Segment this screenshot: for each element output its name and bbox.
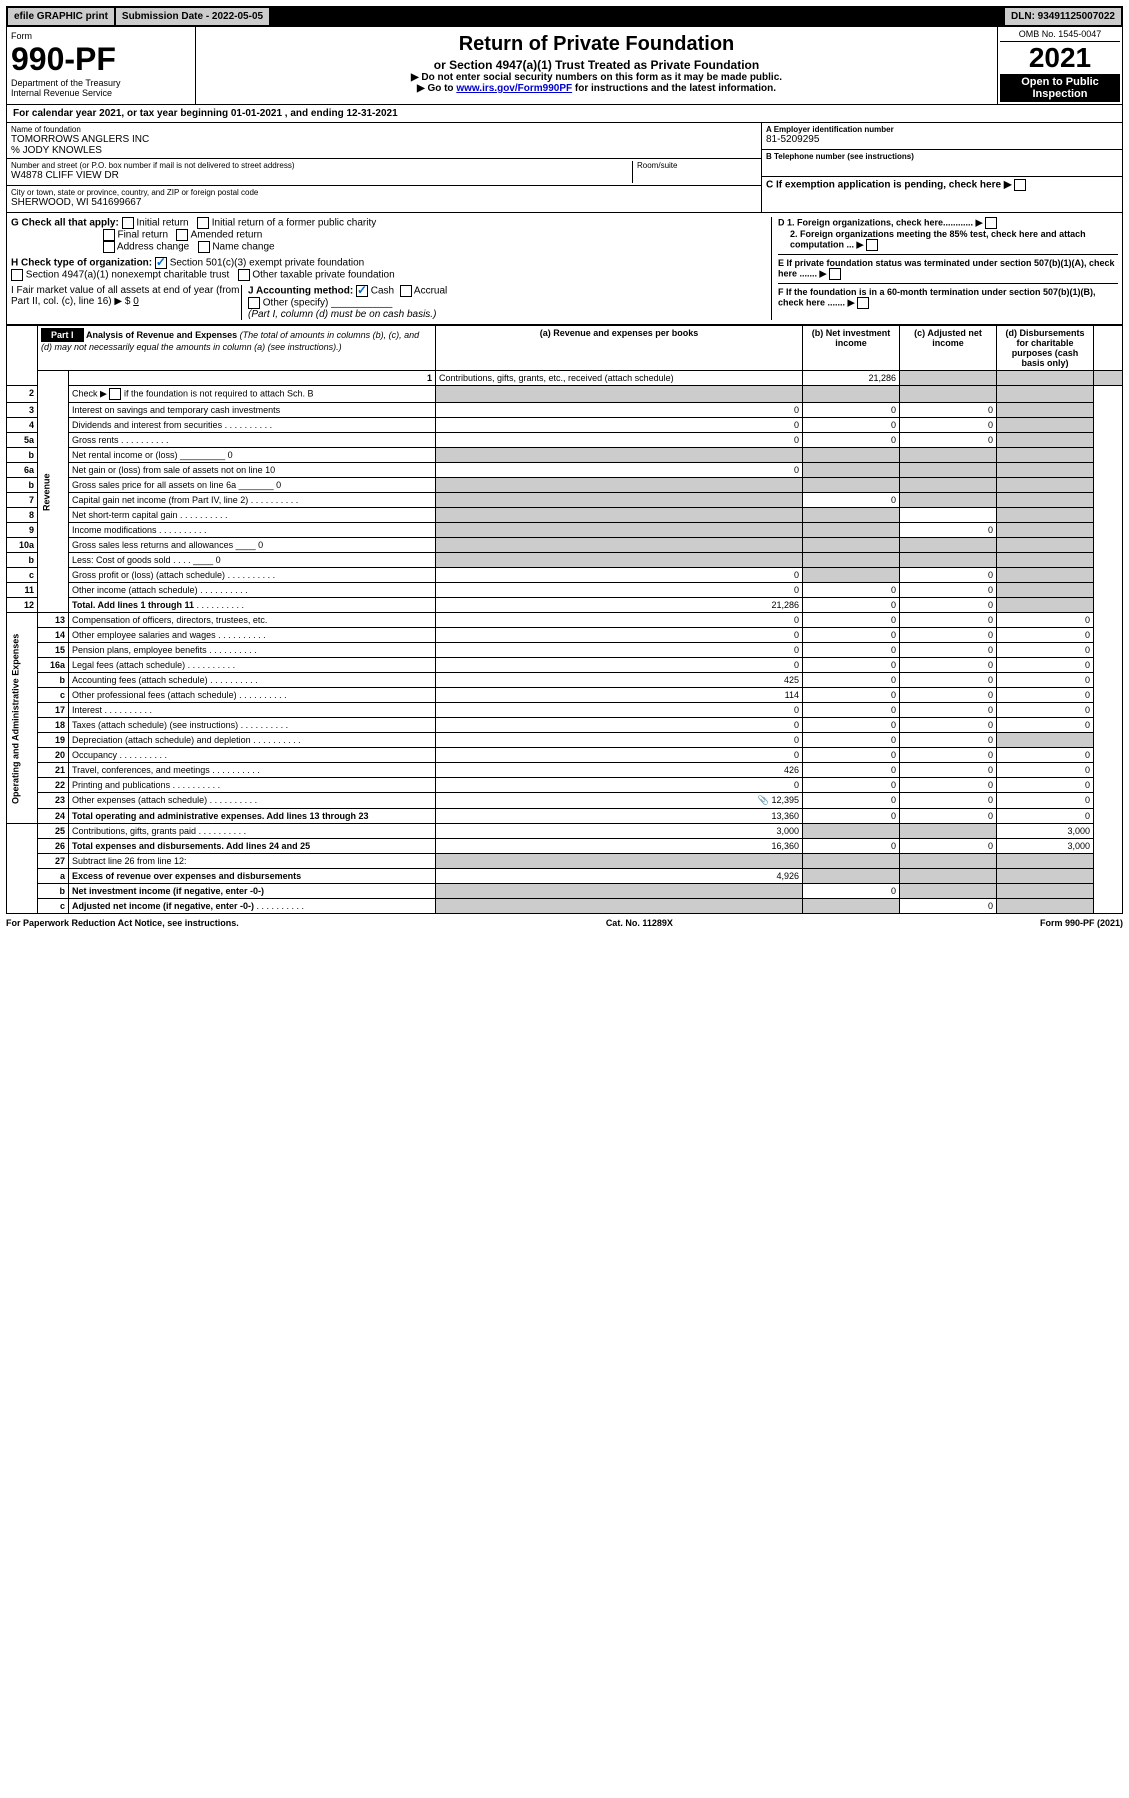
paperwork-notice: For Paperwork Reduction Act Notice, see …: [6, 918, 239, 928]
efile-btn[interactable]: efile GRAPHIC print: [8, 8, 116, 25]
chk-name[interactable]: [198, 241, 210, 253]
j-label: J Accounting method:: [248, 286, 353, 297]
info-grid: Name of foundation TOMORROWS ANGLERS INC…: [6, 123, 1123, 213]
tax-year: 2021: [1000, 42, 1120, 74]
addr-lbl: Number and street (or P.O. box number if…: [11, 161, 632, 170]
box-c-check[interactable]: [1014, 179, 1026, 191]
room-lbl: Room/suite: [637, 161, 757, 170]
form-title: Return of Private Foundation: [200, 33, 993, 56]
ein-value: 81-5209295: [766, 134, 1118, 145]
col-b-hdr: (b) Net investment income: [803, 326, 900, 371]
dln: DLN: 93491125007022: [1005, 8, 1121, 25]
box-f: F If the foundation is in a 60-month ter…: [778, 287, 1096, 307]
instr-ssn: ▶ Do not enter social security numbers o…: [200, 72, 993, 83]
col-c-hdr: (c) Adjusted net income: [900, 326, 997, 371]
box-c: C If exemption application is pending, c…: [766, 180, 1001, 191]
dept-treasury: Department of the Treasury: [11, 78, 191, 88]
omb-number: OMB No. 1545-0047: [1000, 29, 1120, 42]
h-label: H Check type of organization:: [11, 258, 152, 269]
chk-accrual[interactable]: [400, 285, 412, 297]
chk-e[interactable]: [829, 268, 841, 280]
form-number: 990-PF: [11, 41, 191, 78]
part1-label: Part I: [41, 328, 84, 342]
chk-address[interactable]: [103, 241, 115, 253]
submission-date: Submission Date - 2022-05-05: [116, 8, 271, 25]
side-revenue: Revenue: [38, 371, 69, 613]
j-note: (Part I, column (d) must be on cash basi…: [248, 309, 436, 320]
chk-schb[interactable]: [109, 388, 121, 400]
chk-amended[interactable]: [176, 229, 188, 241]
city-state-zip: SHERWOOD, WI 541699667: [11, 197, 757, 208]
chk-f[interactable]: [857, 297, 869, 309]
box-d2: 2. Foreign organizations meeting the 85%…: [790, 229, 1086, 249]
col-a-hdr: (a) Revenue and expenses per books: [436, 326, 803, 371]
col-d-hdr: (d) Disbursements for charitable purpose…: [997, 326, 1094, 371]
instr-goto-post: for instructions and the latest informat…: [575, 83, 776, 94]
chk-d1[interactable]: [985, 217, 997, 229]
instr-goto-pre: ▶ Go to: [417, 83, 456, 94]
footer: For Paperwork Reduction Act Notice, see …: [6, 914, 1123, 928]
top-bar: efile GRAPHIC print Submission Date - 20…: [6, 6, 1123, 27]
irs: Internal Revenue Service: [11, 88, 191, 98]
chk-other-tax[interactable]: [238, 269, 250, 281]
foundation-name: TOMORROWS ANGLERS INC: [11, 134, 757, 145]
part1-title: Analysis of Revenue and Expenses: [86, 330, 237, 340]
street-address: W4878 CLIFF VIEW DR: [11, 170, 632, 181]
part1-table: Part I Analysis of Revenue and Expenses …: [6, 325, 1123, 914]
chk-initial-former[interactable]: [197, 217, 209, 229]
form-ref: Form 990-PF (2021): [1040, 918, 1123, 928]
i-label: I Fair market value of all assets at end…: [11, 285, 239, 307]
chk-4947[interactable]: [11, 269, 23, 281]
attachment-icon[interactable]: 📎: [758, 795, 769, 805]
chk-other-acct[interactable]: [248, 297, 260, 309]
i-value: 0: [133, 296, 139, 307]
chk-d2[interactable]: [866, 239, 878, 251]
side-expenses: Operating and Administrative Expenses: [7, 613, 38, 824]
city-lbl: City or town, state or province, country…: [11, 188, 757, 197]
tel-lbl: B Telephone number (see instructions): [766, 152, 1118, 161]
calendar-year-row: For calendar year 2021, or tax year begi…: [6, 105, 1123, 123]
form-subtitle: or Section 4947(a)(1) Trust Treated as P…: [200, 58, 993, 72]
instructions-link[interactable]: www.irs.gov/Form990PF: [456, 83, 572, 94]
chk-cash[interactable]: [356, 285, 368, 297]
form-label: Form: [11, 31, 191, 41]
open-public: Open to Public Inspection: [1000, 74, 1120, 102]
chk-initial[interactable]: [122, 217, 134, 229]
chk-501c3[interactable]: [155, 257, 167, 269]
cat-no: Cat. No. 11289X: [606, 918, 673, 928]
care-of: % JODY KNOWLES: [11, 145, 757, 156]
name-lbl: Name of foundation: [11, 125, 757, 134]
ein-lbl: A Employer identification number: [766, 125, 1118, 134]
g-label: G Check all that apply:: [11, 218, 119, 229]
chk-final[interactable]: [103, 229, 115, 241]
box-d1: D 1. Foreign organizations, check here..…: [778, 217, 973, 227]
form-header: Form 990-PF Department of the Treasury I…: [6, 27, 1123, 105]
